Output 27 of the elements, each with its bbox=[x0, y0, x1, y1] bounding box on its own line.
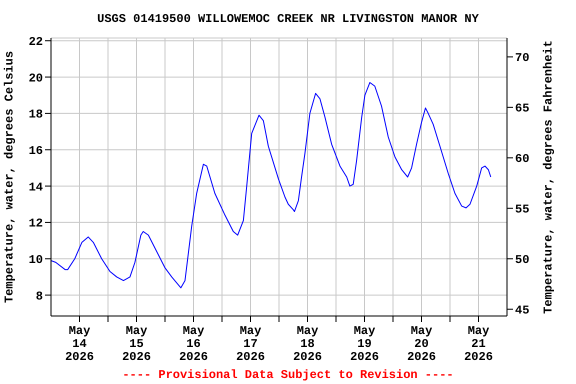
y-tick-label: 16 bbox=[28, 144, 43, 158]
x-tick-label: May 18 2026 bbox=[293, 324, 322, 364]
x-tick-label: May 21 2026 bbox=[464, 324, 493, 364]
y2-tick-label: 60 bbox=[515, 152, 530, 166]
y2-axis-title: Temperature, water, degrees Fahrenheit bbox=[541, 40, 556, 314]
y2-tick-label: 70 bbox=[515, 51, 530, 66]
x-tick-label: May 14 2026 bbox=[65, 324, 94, 364]
y2-tick-label: 55 bbox=[515, 202, 530, 217]
y2-tick-label: 50 bbox=[515, 253, 530, 268]
y-tick-label: 10 bbox=[28, 253, 43, 268]
x-tick-label: May 17 2026 bbox=[236, 324, 265, 364]
text: ---- Provisional Data Subject to Revision ---- bbox=[121, 368, 455, 382]
line-series bbox=[51, 82, 492, 288]
y-tick-label: 22 bbox=[28, 34, 43, 49]
x-tick-label: May 19 2026 bbox=[350, 324, 379, 364]
chart-title: USGS 01419500 WILLOWEMOC CREEK NR LIVINGSTON MANOR NY bbox=[96, 12, 480, 26]
y-axis-title: Temperature, water, degrees Celsius bbox=[2, 50, 16, 304]
y-tick-label: 20 bbox=[28, 71, 43, 86]
y2-tick-label: 45 bbox=[515, 303, 530, 318]
y-tick-label: 12 bbox=[28, 216, 43, 231]
y-tick-label: 18 bbox=[28, 108, 43, 122]
x-tick-label: May 16 2026 bbox=[179, 324, 208, 364]
y2-tick-label: 65 bbox=[515, 102, 530, 116]
x-tick-label: May 20 2026 bbox=[407, 324, 436, 364]
y-tick-label: 14 bbox=[28, 180, 43, 194]
y-tick-label: 8 bbox=[36, 289, 43, 304]
x-tick-label: May 15 2026 bbox=[122, 324, 151, 364]
